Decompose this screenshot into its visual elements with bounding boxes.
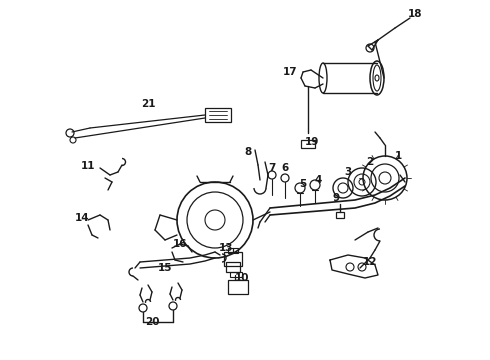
- Bar: [205, 108, 231, 122]
- Text: 12: 12: [363, 257, 377, 267]
- Text: 3: 3: [344, 167, 352, 177]
- Text: 13: 13: [219, 243, 233, 253]
- Text: 17: 17: [283, 67, 297, 77]
- Text: 11: 11: [81, 161, 95, 171]
- Text: 19: 19: [305, 137, 319, 147]
- Text: 10: 10: [235, 273, 249, 283]
- Text: 1: 1: [394, 151, 402, 161]
- Bar: [228, 248, 238, 253]
- Bar: [226, 262, 240, 272]
- Text: 18: 18: [408, 9, 422, 19]
- Bar: [224, 252, 242, 266]
- Text: 9: 9: [332, 193, 340, 203]
- Text: 7: 7: [269, 163, 276, 173]
- Text: 16: 16: [173, 239, 187, 249]
- Text: 2: 2: [367, 157, 374, 167]
- Bar: [301, 140, 315, 148]
- Text: 14: 14: [74, 213, 89, 223]
- Text: 5: 5: [299, 179, 307, 189]
- Bar: [228, 280, 248, 294]
- Bar: [336, 212, 344, 218]
- Text: 20: 20: [145, 317, 159, 327]
- Text: 21: 21: [141, 99, 155, 109]
- Text: 4: 4: [314, 175, 322, 185]
- Text: 15: 15: [158, 263, 172, 273]
- Text: 6: 6: [281, 163, 289, 173]
- Bar: [230, 272, 242, 277]
- Text: 8: 8: [245, 147, 252, 157]
